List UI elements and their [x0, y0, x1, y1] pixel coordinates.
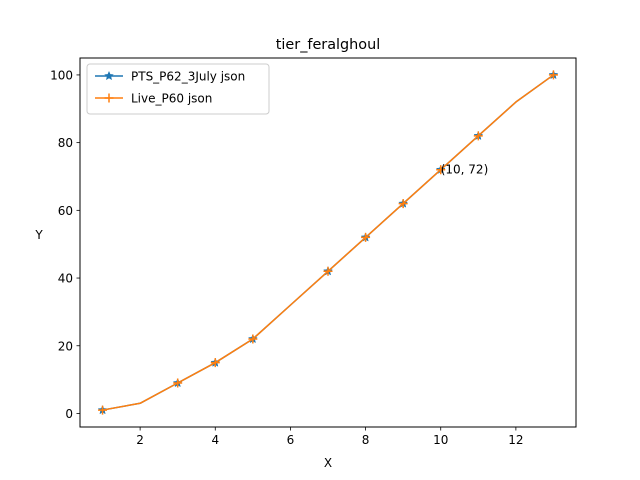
data-point — [548, 70, 558, 80]
legend-box — [86, 63, 270, 115]
legend: PTS_P62_3July json Live_P60 json — [86, 63, 270, 115]
y-tick-label: 0 — [65, 407, 73, 421]
y-tick-label: 20 — [58, 339, 73, 353]
legend-label: PTS_P62_3July json — [131, 70, 245, 84]
data-point — [361, 232, 371, 242]
annotation-label: (10, 72) — [441, 163, 489, 177]
data-point — [173, 378, 183, 388]
data-point — [398, 199, 408, 209]
y-axis: 0 20 40 60 80 100 — [50, 68, 80, 421]
data-point — [436, 165, 446, 175]
chart-title: tier_feralghoul — [276, 37, 380, 53]
series-0 — [97, 69, 559, 415]
legend-marker — [104, 93, 114, 103]
legend-entry: Live_P60 json — [95, 92, 212, 106]
data-point — [98, 405, 108, 415]
y-tick-label: 100 — [50, 68, 73, 82]
x-tick-label: 8 — [362, 433, 370, 447]
series-line — [102, 74, 554, 411]
x-tick-label: 4 — [211, 433, 219, 447]
x-tick-label: 12 — [508, 433, 523, 447]
annotations: (10, 72) — [441, 163, 489, 177]
x-tick-label: 2 — [136, 433, 144, 447]
y-tick-label: 80 — [58, 136, 73, 150]
x-tick-label: 10 — [433, 433, 448, 447]
data-point — [473, 131, 483, 141]
data-point — [248, 334, 258, 344]
x-tick-label: 6 — [287, 433, 295, 447]
series-line — [102, 74, 554, 411]
series-1 — [98, 70, 558, 415]
data-point — [210, 358, 220, 368]
data-point — [323, 266, 333, 276]
axes-frame — [79, 57, 577, 428]
y-tick-label: 60 — [58, 204, 73, 218]
y-tick-label: 40 — [58, 272, 73, 286]
x-axis: 2 4 6 8 10 12 — [136, 427, 524, 447]
legend-entry: PTS_P62_3July json — [95, 70, 245, 84]
legend-label: Live_P60 json — [131, 92, 212, 106]
y-axis-label: Y — [34, 228, 43, 242]
x-axis-label: X — [324, 456, 332, 470]
legend-marker — [104, 70, 114, 81]
plot-area — [97, 69, 559, 415]
